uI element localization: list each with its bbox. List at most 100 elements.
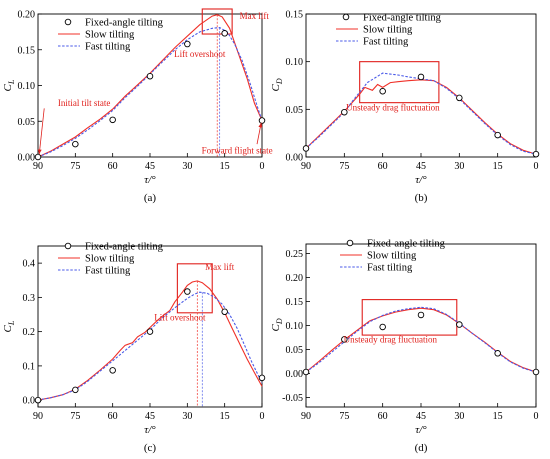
legend-label: Slow tilting bbox=[85, 30, 135, 41]
y-axis-label: CD bbox=[270, 78, 284, 91]
fixed-angle-point bbox=[417, 73, 425, 81]
fixed-angle-point bbox=[494, 131, 501, 139]
annotation-label: Lift overshoot bbox=[174, 49, 226, 59]
y-tick-label: 0.05 bbox=[18, 117, 36, 128]
fixed-angle-point bbox=[34, 153, 42, 161]
legend-label: Fixed-angle tilting bbox=[363, 13, 442, 24]
highlight-box bbox=[176, 263, 213, 314]
fixed-angle-point bbox=[456, 94, 463, 102]
x-tick-label: 30 bbox=[182, 411, 192, 422]
annotation-arrowhead bbox=[37, 149, 42, 155]
legend-marker-fixed bbox=[346, 239, 354, 247]
x-tick-label: 45 bbox=[145, 161, 155, 172]
legend-marker-fixed bbox=[64, 242, 72, 250]
y-tick-label: 0.05 bbox=[286, 105, 304, 116]
y-tick-label: 0.15 bbox=[18, 45, 36, 56]
y-axis-label: CL bbox=[2, 79, 16, 91]
fixed-angle-point bbox=[532, 150, 540, 158]
panel-label: (c) bbox=[144, 442, 157, 454]
highlight-box bbox=[361, 299, 458, 336]
fast-tilting-line bbox=[37, 291, 263, 401]
x-axis-label: τ/° bbox=[415, 174, 427, 186]
fixed-angle-point bbox=[184, 40, 191, 48]
annotation-label: Max lift bbox=[240, 11, 270, 21]
fixed-angle-point bbox=[221, 30, 228, 37]
fixed-angle-point bbox=[456, 321, 463, 328]
y-tick-label: 0.15 bbox=[286, 10, 304, 21]
slow-tilting-line bbox=[305, 79, 537, 155]
x-axis-label: τ/° bbox=[144, 174, 156, 186]
legend-label: Fast tilting bbox=[367, 263, 413, 274]
fixed-angle-point bbox=[34, 396, 42, 404]
x-tick-label: 75 bbox=[70, 161, 80, 172]
y-tick-label: 0.0 bbox=[23, 396, 36, 407]
x-tick-label: 90 bbox=[33, 411, 43, 422]
x-tick-label: 15 bbox=[220, 411, 230, 422]
x-tick-label: 75 bbox=[339, 411, 349, 422]
x-tick-label: 0 bbox=[260, 411, 265, 422]
x-axis-label: τ/° bbox=[415, 424, 427, 436]
x-tick-label: 30 bbox=[182, 161, 192, 172]
panel-label: (d) bbox=[415, 442, 428, 454]
fixed-angle-point bbox=[379, 323, 386, 331]
legend-label: Fast tilting bbox=[363, 37, 409, 48]
x-tick-label: 75 bbox=[70, 411, 80, 422]
slow-tilting-line bbox=[37, 14, 263, 158]
x-tick-label: 15 bbox=[493, 411, 503, 422]
fixed-angle-point bbox=[341, 108, 348, 116]
fixed-angle-point bbox=[532, 368, 540, 376]
y-tick-label: 0.2 bbox=[23, 327, 36, 338]
legend-label: Fast tilting bbox=[85, 266, 131, 277]
y-axis-label: CD bbox=[270, 318, 284, 331]
fixed-angle-point bbox=[417, 311, 425, 319]
x-tick-label: 90 bbox=[301, 411, 311, 422]
fixed-angle-point bbox=[72, 386, 79, 394]
slow-tilting-line bbox=[37, 280, 263, 401]
panel-label: (b) bbox=[415, 192, 428, 204]
fixed-angle-point bbox=[109, 116, 116, 124]
fixed-angle-point bbox=[302, 145, 310, 152]
legend-marker-fixed bbox=[342, 13, 350, 21]
panel-d: 90 75 60 45 30 15 0 -0.05 0.00 0.05 0.10 0.15 0.20 0.… bbox=[270, 239, 540, 454]
x-tick-label: 15 bbox=[220, 161, 230, 172]
legend-label: Fixed-angle tilting bbox=[85, 242, 164, 253]
fast-tilting-line bbox=[37, 27, 263, 158]
annotation-label: Lift overshoot bbox=[154, 313, 206, 323]
panel-b: 90 75 60 45 30 15 0 0.00 0.05 0.10 0.15 τ/° CD (b) Uns… bbox=[270, 10, 540, 204]
x-tick-label: 0 bbox=[260, 161, 265, 172]
panel-a: 90 75 60 45 30 15 0 0.00 0.05 0.10 0.15 0.20 τ/° CL (a… bbox=[2, 8, 273, 204]
y-tick-label: 0.3 bbox=[23, 293, 36, 304]
annotation-label: Unsteady drag fluctuation bbox=[346, 102, 440, 112]
x-tick-label: 90 bbox=[33, 161, 43, 172]
fixed-angle-point bbox=[379, 87, 386, 95]
y-tick-label: 0.25 bbox=[286, 249, 304, 260]
fixed-angle-point bbox=[146, 328, 154, 335]
panel-c: 90 75 60 45 30 15 0 0.0 0.1 0.2 0.3 0.4 τ/° CL (c) Max … bbox=[2, 242, 266, 454]
y-tick-label: 0.15 bbox=[286, 297, 304, 308]
y-tick-label: 0.00 bbox=[286, 153, 304, 164]
plot-frame bbox=[305, 243, 537, 408]
x-tick-label: 60 bbox=[108, 161, 118, 172]
fixed-angle-point bbox=[146, 72, 154, 80]
plot-frame bbox=[305, 13, 537, 158]
y-tick-label: 0.00 bbox=[18, 153, 36, 164]
annotation-label: Initial tilt state bbox=[58, 98, 111, 108]
fixed-angle-point bbox=[72, 140, 79, 148]
legend-marker-fixed bbox=[64, 18, 72, 26]
x-tick-label: 15 bbox=[493, 161, 503, 172]
annotation-label: Forward flight state bbox=[202, 145, 273, 155]
panel-label: (a) bbox=[144, 192, 157, 204]
y-tick-label: 0.10 bbox=[286, 57, 304, 68]
x-tick-label: 0 bbox=[534, 411, 539, 422]
fixed-angle-point bbox=[494, 350, 501, 357]
fast-tilting-line bbox=[305, 72, 537, 155]
x-tick-label: 90 bbox=[301, 161, 311, 172]
fixed-angle-point bbox=[341, 336, 348, 343]
x-tick-label: 30 bbox=[454, 161, 464, 172]
legend-label: Fixed-angle tilting bbox=[367, 239, 446, 250]
x-tick-label: 30 bbox=[454, 411, 464, 422]
y-tick-label: -0.05 bbox=[282, 393, 303, 404]
x-tick-label: 0 bbox=[534, 161, 539, 172]
legend-label: Slow tilting bbox=[85, 254, 135, 265]
